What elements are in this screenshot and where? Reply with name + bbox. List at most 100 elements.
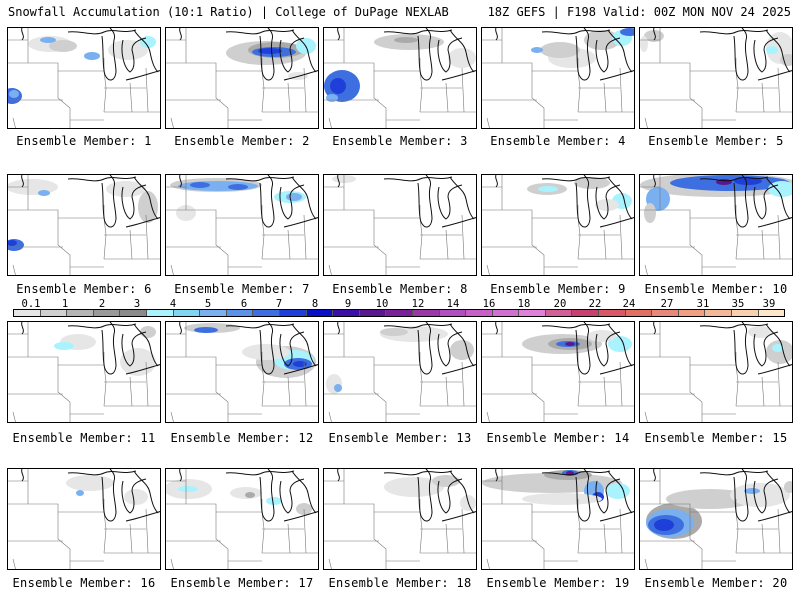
lake-erie-shore	[757, 511, 792, 522]
lake-michigan-shore	[417, 175, 433, 228]
state-border	[8, 205, 105, 219]
michigan-thumb	[753, 331, 779, 367]
state-border	[619, 508, 623, 554]
state-border	[619, 67, 623, 113]
state-border	[777, 508, 781, 554]
member-map-panel	[481, 321, 635, 423]
state-border	[373, 365, 387, 422]
member-label: Ensemble Member: 19	[486, 576, 630, 590]
river	[495, 28, 498, 41]
state-border	[324, 205, 421, 219]
snowfall-area	[460, 495, 476, 511]
state-border	[170, 264, 174, 275]
state-border	[486, 264, 490, 275]
snowfall-area	[66, 475, 114, 491]
member-map-panel	[639, 27, 793, 129]
lake-michigan-shore	[733, 28, 749, 81]
state-border	[603, 376, 607, 407]
state-border	[640, 58, 737, 72]
state-border	[8, 58, 105, 72]
lake-huron-shore	[607, 323, 633, 367]
state-border	[215, 218, 229, 275]
color-scale-tick-label: 1	[61, 298, 69, 310]
state-border	[328, 411, 332, 422]
state-border	[8, 352, 105, 366]
color-scale-tick-label: 18	[517, 298, 531, 310]
color-scale-swatch	[545, 310, 573, 316]
color-scale-swatch	[200, 310, 227, 316]
lake-erie-shore	[283, 364, 318, 375]
lake-erie-shore	[599, 217, 634, 228]
member-label: Ensemble Member: 18	[328, 576, 472, 590]
snowfall-area	[176, 205, 196, 221]
color-scale-tick-label: 35	[731, 298, 745, 310]
state-border	[145, 361, 149, 407]
state-border	[12, 558, 16, 569]
run-info: 18Z GEFS | F198 Valid: 00Z MON NOV 24 20…	[487, 5, 791, 19]
member-map-panel	[481, 27, 635, 129]
michigan-thumb	[121, 331, 147, 367]
state-border	[531, 365, 545, 422]
lake-superior-shore	[699, 323, 769, 329]
member-label: Ensemble Member: 16	[12, 576, 156, 590]
member-map-panel	[323, 174, 477, 276]
state-border	[57, 512, 71, 569]
lake-huron-shore	[765, 470, 791, 514]
member-map-panel	[165, 174, 319, 276]
lake-superior-shore	[67, 470, 137, 476]
river	[337, 175, 340, 188]
state-border	[215, 365, 229, 422]
lake-erie-shore	[441, 364, 476, 375]
state-border	[486, 558, 490, 569]
lake-superior-shore	[541, 470, 611, 476]
member-map-panel	[639, 174, 793, 276]
state-border	[644, 264, 648, 275]
state-border	[12, 117, 16, 128]
state-border	[303, 508, 307, 554]
river	[179, 175, 182, 188]
regional-map	[8, 175, 160, 275]
lake-superior-shore	[699, 470, 769, 476]
state-border	[461, 214, 465, 260]
color-scale-swatch	[67, 310, 94, 316]
snowfall-area	[734, 177, 762, 185]
lake-huron-shore	[765, 176, 791, 220]
color-scale-swatch	[333, 310, 360, 316]
lake-erie-shore	[599, 70, 634, 81]
lake-superior-shore	[225, 470, 295, 476]
regional-map	[166, 322, 318, 422]
lake-superior-shore	[383, 470, 453, 476]
snowfall-area	[606, 483, 630, 499]
lake-michigan-shore	[575, 28, 591, 81]
snowfall-area	[588, 330, 616, 342]
lake-michigan-shore	[259, 28, 275, 81]
color-scale-bar	[13, 309, 785, 317]
snowfall-area	[76, 490, 84, 496]
lake-huron-shore	[291, 176, 317, 220]
color-scale-swatch	[253, 310, 280, 316]
state-border	[461, 361, 465, 407]
state-border	[603, 82, 607, 113]
state-border	[129, 523, 133, 554]
state-border	[324, 58, 421, 72]
color-scale-tick-label: 4	[169, 298, 177, 310]
color-scale-tick-label: 20	[553, 298, 567, 310]
member-map-panel	[639, 321, 793, 423]
regional-map	[8, 469, 160, 569]
regional-map	[482, 28, 634, 128]
snowfall-area	[744, 488, 760, 494]
color-scale-swatch	[306, 310, 334, 316]
snowfall-area	[286, 193, 302, 201]
color-scale-swatch	[732, 310, 759, 316]
state-border	[445, 82, 449, 113]
state-border	[603, 523, 607, 554]
lake-michigan-shore	[417, 469, 433, 522]
state-border	[166, 499, 263, 513]
color-scale-swatch	[386, 310, 413, 316]
state-border	[373, 71, 387, 128]
state-border	[145, 214, 149, 260]
state-border	[145, 67, 149, 113]
map-title: Snowfall Accumulation (10:1 Ratio) | Col…	[8, 5, 449, 19]
lake-huron-shore	[291, 470, 317, 514]
river	[337, 28, 340, 41]
